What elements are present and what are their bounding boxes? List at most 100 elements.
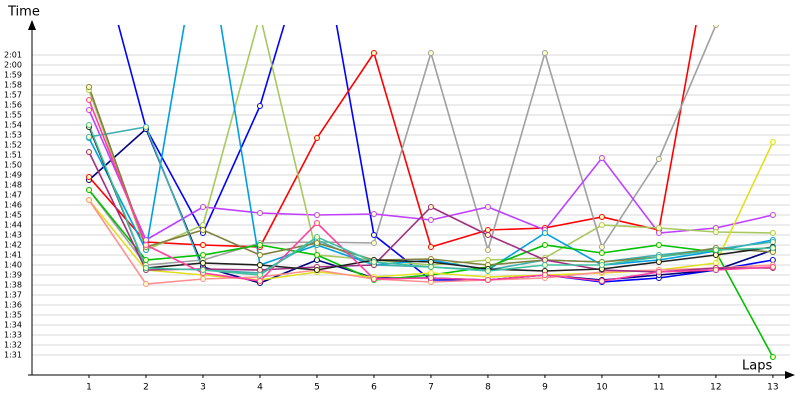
data-point [313,234,320,240]
data-point [769,245,776,251]
x-tick-label: 8 [485,383,491,393]
data-point [199,242,206,248]
x-tick-label: 1 [86,383,92,393]
y-tick-label: 1:47 [4,191,22,200]
data-point [370,50,377,56]
data-point [85,197,92,203]
data-point [427,244,434,250]
data-point [769,230,776,236]
data-point [313,257,320,263]
x-tick-label: 9 [542,383,548,393]
y-tick-label: 1:59 [4,71,22,80]
data-point [655,254,662,260]
data-point [712,260,719,266]
x-axis-arrow [785,371,795,379]
data-point [427,264,434,270]
data-point [484,268,491,274]
data-point [712,252,719,258]
data-point [712,229,719,235]
data-point [85,122,92,128]
data-point [541,242,548,248]
data-point [427,259,434,265]
x-tick-label: 4 [257,383,263,393]
data-point [85,97,92,103]
data-point [199,227,206,233]
data-point [427,217,434,223]
x-tick-label: 6 [371,383,377,393]
data-point [313,220,320,226]
data-point [769,239,776,245]
data-point [769,139,776,145]
data-point [484,232,491,238]
data-point [712,247,719,253]
data-point [313,240,320,246]
data-point [199,260,206,266]
data-point [370,259,377,265]
data-point [85,107,92,113]
data-point [199,252,206,258]
y-tick-label: 2:01 [4,51,22,60]
y-tick-label: 1:58 [4,81,22,90]
y-axis-label: Time [7,5,40,20]
data-point [142,281,149,287]
data-point [655,242,662,248]
y-tick-label: 1:42 [4,241,22,250]
y-tick-label: 1:44 [4,221,22,230]
data-point [256,278,263,284]
y-tick-label: 1:41 [4,251,22,260]
data-point [256,272,263,278]
data-point [370,211,377,217]
data-point [769,354,776,360]
y-tick-label: 1:39 [4,271,22,280]
data-point [313,212,320,218]
data-point [370,276,377,282]
x-axis-label: Laps [742,359,772,374]
y-tick-label: 1:50 [4,161,22,170]
data-point [142,237,149,243]
data-point [427,270,434,276]
data-point [541,50,548,56]
data-point [256,242,263,248]
data-point [256,267,263,273]
data-point [142,257,149,263]
data-point [598,250,605,256]
data-point [256,252,263,258]
data-point [655,156,662,162]
y-tick-label: 1:34 [4,321,22,330]
y-tick-label: 1:55 [4,111,22,120]
y-tick-label: 1:31 [4,351,22,360]
data-point [769,264,776,270]
data-point [427,50,434,56]
x-tick-label: 5 [314,383,320,393]
plot-area [85,25,776,360]
x-tick-label: 3 [200,383,206,393]
data-point [655,225,662,231]
x-tick-label: 2 [143,383,149,393]
y-tick-label: 1:38 [4,281,22,290]
x-tick-label: 12 [710,383,721,393]
data-point [313,252,320,258]
data-point [142,242,149,248]
data-point [427,204,434,210]
data-point [598,262,605,268]
y-tick-label: 2:00 [4,61,22,70]
data-point [199,267,206,273]
y-tick-label: 1:43 [4,231,22,240]
y-tick-label: 1:53 [4,131,22,140]
data-point [313,267,320,273]
y-tick-label: 1:48 [4,181,22,190]
y-tick-label: 1:32 [4,341,22,350]
data-point [256,103,263,109]
data-point [199,204,206,210]
data-point [541,230,548,236]
data-point [199,222,206,228]
y-tick-label: 1:52 [4,141,22,150]
x-tick-label: 11 [653,383,664,393]
data-point [313,135,320,141]
x-tick-label: 13 [767,383,778,393]
data-point [256,210,263,216]
data-point [256,262,263,268]
y-tick-label: 1:33 [4,331,22,340]
